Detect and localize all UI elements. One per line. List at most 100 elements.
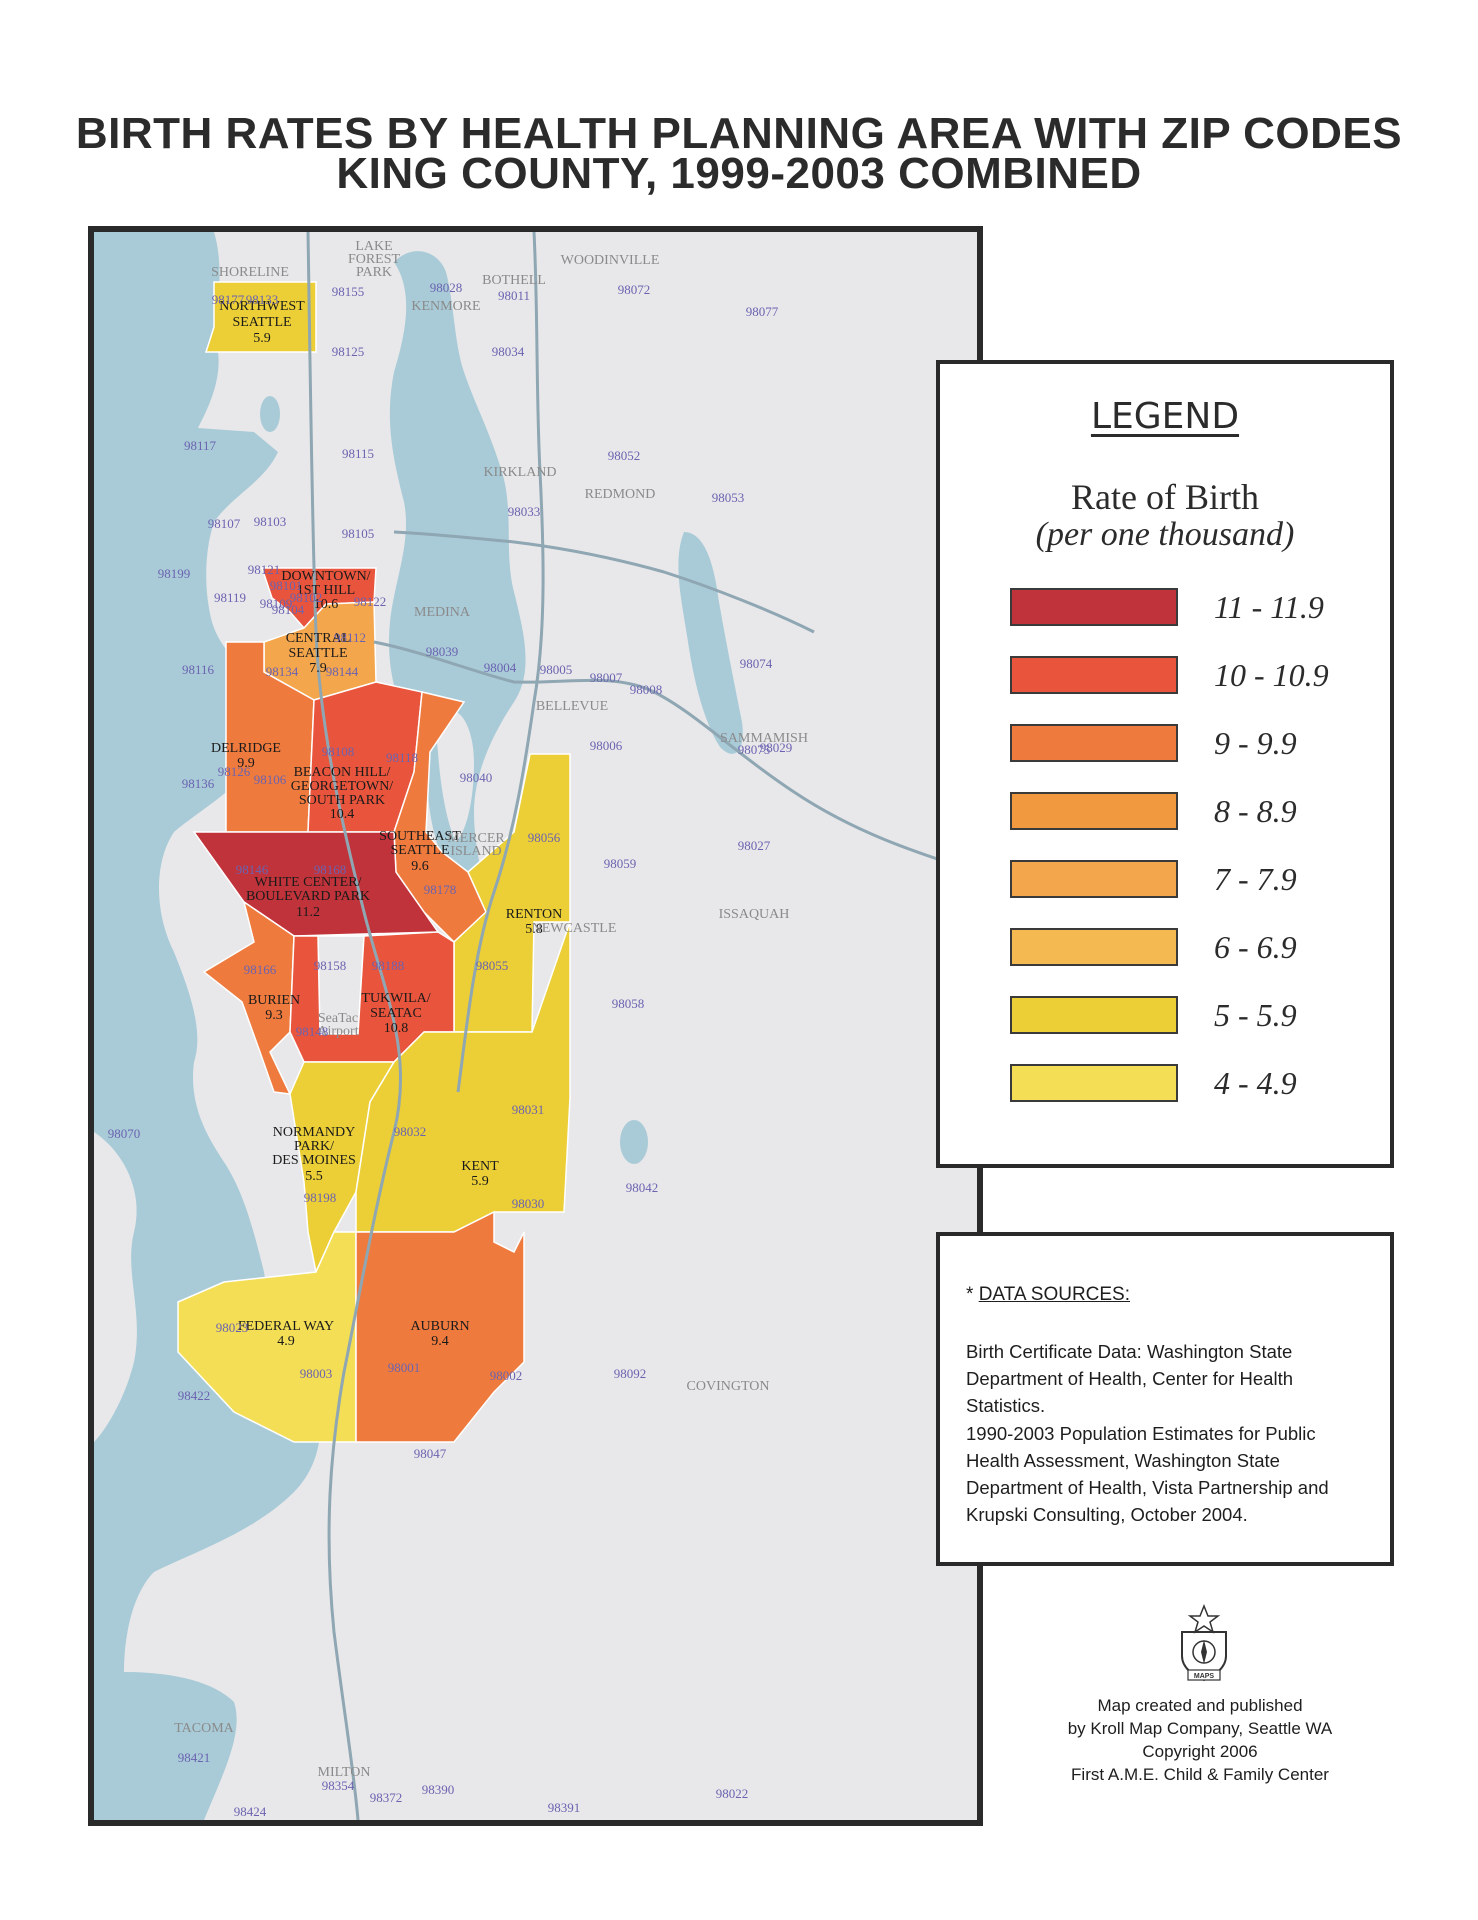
- southeast-line2: SEATTLE: [390, 843, 449, 858]
- place-label: TACOMA: [174, 1721, 234, 1736]
- svg-text:5.9: 5.9: [253, 331, 271, 346]
- tukwila-line1: TUKWILA/: [361, 991, 430, 1006]
- zip-label: 98039: [426, 644, 459, 659]
- zip-label: 98105: [342, 526, 375, 541]
- zip-label: 98372: [370, 1790, 403, 1805]
- zip-label: 98056: [528, 830, 561, 845]
- zip-label: 98424: [234, 1804, 267, 1819]
- place-label: KIRKLAND: [483, 465, 556, 480]
- legend-heading: LEGEND: [1090, 396, 1240, 437]
- normandy-line3: DES MOINES: [272, 1153, 356, 1168]
- zip-label: 98421: [178, 1750, 211, 1765]
- zip-label: 98005: [540, 662, 573, 677]
- legend-range-label: 8 - 8.9: [1214, 793, 1297, 829]
- zip-label: 98028: [430, 280, 463, 295]
- zip-label: 98101: [270, 578, 303, 593]
- svg-text:10.8: 10.8: [384, 1021, 409, 1036]
- zip-label: 98133: [246, 292, 279, 307]
- zip-label: 98117: [184, 438, 217, 453]
- zip-label: 98155: [332, 284, 365, 299]
- svg-text:RENTON: RENTON: [506, 907, 563, 922]
- place-label: MEDINA: [414, 605, 471, 620]
- data-sources-box: * DATA SOURCES: Birth Certificate Data: …: [936, 1232, 1394, 1566]
- legend-range-label: 9 - 9.9: [1214, 725, 1297, 761]
- zip-label: 98075: [738, 742, 771, 757]
- zip-label: 98136: [182, 776, 215, 791]
- place-label: MILTON: [318, 1765, 371, 1780]
- legend-rate-subtitle: (per one thousand): [1035, 516, 1295, 553]
- zip-label: 98122: [354, 594, 387, 609]
- highway-i405: [456, 232, 545, 1093]
- zip-label: 98390: [422, 1782, 455, 1797]
- legend-range-label: 7 - 7.9: [1214, 861, 1297, 897]
- lake-washington: [389, 251, 526, 1075]
- place-label: Airport: [317, 1024, 358, 1039]
- legend-range-label: 4 - 4.9: [1214, 1065, 1297, 1101]
- whitecenter-rate: 11.2: [296, 905, 320, 920]
- downtown-line1: DOWNTOWN/: [281, 569, 370, 584]
- area-auburn: [355, 1210, 525, 1443]
- svg-text:AUBURN: AUBURN: [410, 1319, 469, 1334]
- kent-line1: KENT: [461, 1159, 499, 1174]
- data-source-birth-certificates: Birth Certificate Data: Washington State…: [966, 1341, 1293, 1416]
- data-source-population-estimates: 1990-2003 Population Estimates for Publi…: [966, 1423, 1329, 1525]
- svg-text:5.5: 5.5: [305, 1169, 323, 1184]
- credits-line-4: First A.M.E. Child & Family Center: [1071, 1765, 1329, 1784]
- svg-text:11.2: 11.2: [296, 905, 320, 920]
- zip-label: 98004: [484, 660, 517, 675]
- whitecenter-line1: WHITE CENTER/: [255, 875, 362, 890]
- beacon-line3: SOUTH PARK: [299, 793, 385, 808]
- tukwila-rate: 10.8: [384, 1021, 409, 1036]
- svg-text:5.9: 5.9: [471, 1174, 489, 1189]
- delridge-rate: 9.9: [237, 756, 255, 771]
- zip-label: 98070: [108, 1126, 141, 1141]
- zip-label: 98121: [248, 562, 281, 577]
- legend-swatch: [1010, 996, 1178, 1034]
- zip-label: 98158: [314, 958, 347, 973]
- zip-label: 98422: [178, 1388, 211, 1403]
- burien-line1: BURIEN: [248, 993, 300, 1008]
- zip-label: 98033: [508, 504, 541, 519]
- beacon-rate: 10.4: [330, 807, 355, 822]
- zip-label: 98006: [590, 738, 623, 753]
- zip-label: 98007: [590, 670, 623, 685]
- zip-label: 98103: [254, 514, 287, 529]
- zip-label: 98077: [746, 304, 779, 319]
- legend-range-label: 6 - 6.9: [1214, 929, 1297, 965]
- zip-label: 98199: [158, 566, 191, 581]
- legend-swatch: [1010, 656, 1178, 694]
- map-title-line-1: BIRTH RATES BY HEALTH PLANNING AREA WITH…: [75, 109, 1403, 158]
- credits-line-2: by Kroll Map Company, Seattle WA: [1067, 1719, 1333, 1738]
- federalway-rate: 4.9: [277, 1334, 295, 1349]
- zip-label: 98034: [492, 344, 525, 359]
- zip-label: 98027: [738, 838, 771, 853]
- zip-label: 98115: [342, 446, 374, 461]
- svg-text:NORMANDY: NORMANDY: [273, 1125, 355, 1140]
- svg-text:GEORGETOWN/: GEORGETOWN/: [291, 779, 394, 794]
- zip-label: 98104: [272, 602, 305, 617]
- data-sources-heading: * DATA SOURCES:: [966, 1284, 1130, 1306]
- emblem-text: MAPS: [1194, 1673, 1215, 1680]
- svg-text:DOWNTOWN/: DOWNTOWN/: [281, 569, 370, 584]
- beacon-line2: GEORGETOWN/: [291, 779, 394, 794]
- svg-text:TUKWILA/: TUKWILA/: [361, 991, 430, 1006]
- compass-star-icon: [1187, 1604, 1221, 1634]
- delridge-line1: DELRIDGE: [211, 741, 281, 756]
- legend-rate-title: Rate of Birth: [1071, 477, 1259, 517]
- data-sources-heading-text: DATA SOURCES:: [978, 1284, 1131, 1305]
- lake-meridian: [620, 1120, 648, 1164]
- nw-seattle-line1: NORTHWEST: [219, 299, 305, 314]
- kent-rate: 5.9: [471, 1174, 489, 1189]
- place-label: BOTHELL: [482, 273, 546, 288]
- lake-sammamish: [678, 532, 743, 754]
- legend-swatch: [1010, 860, 1178, 898]
- central-line1: CENTRAL: [286, 631, 351, 646]
- whitecenter-line2: BOULEVARD PARK: [246, 889, 370, 904]
- credits-line-1: Map created and published: [1097, 1696, 1303, 1715]
- zip-label: 98391: [548, 1800, 581, 1815]
- highways: [306, 232, 977, 1820]
- svg-text:DELRIDGE: DELRIDGE: [211, 741, 281, 756]
- legend-range-label: 10 - 10.9: [1214, 657, 1329, 693]
- auburn-line1: AUBURN: [410, 1319, 469, 1334]
- svg-text:7.9: 7.9: [309, 661, 327, 676]
